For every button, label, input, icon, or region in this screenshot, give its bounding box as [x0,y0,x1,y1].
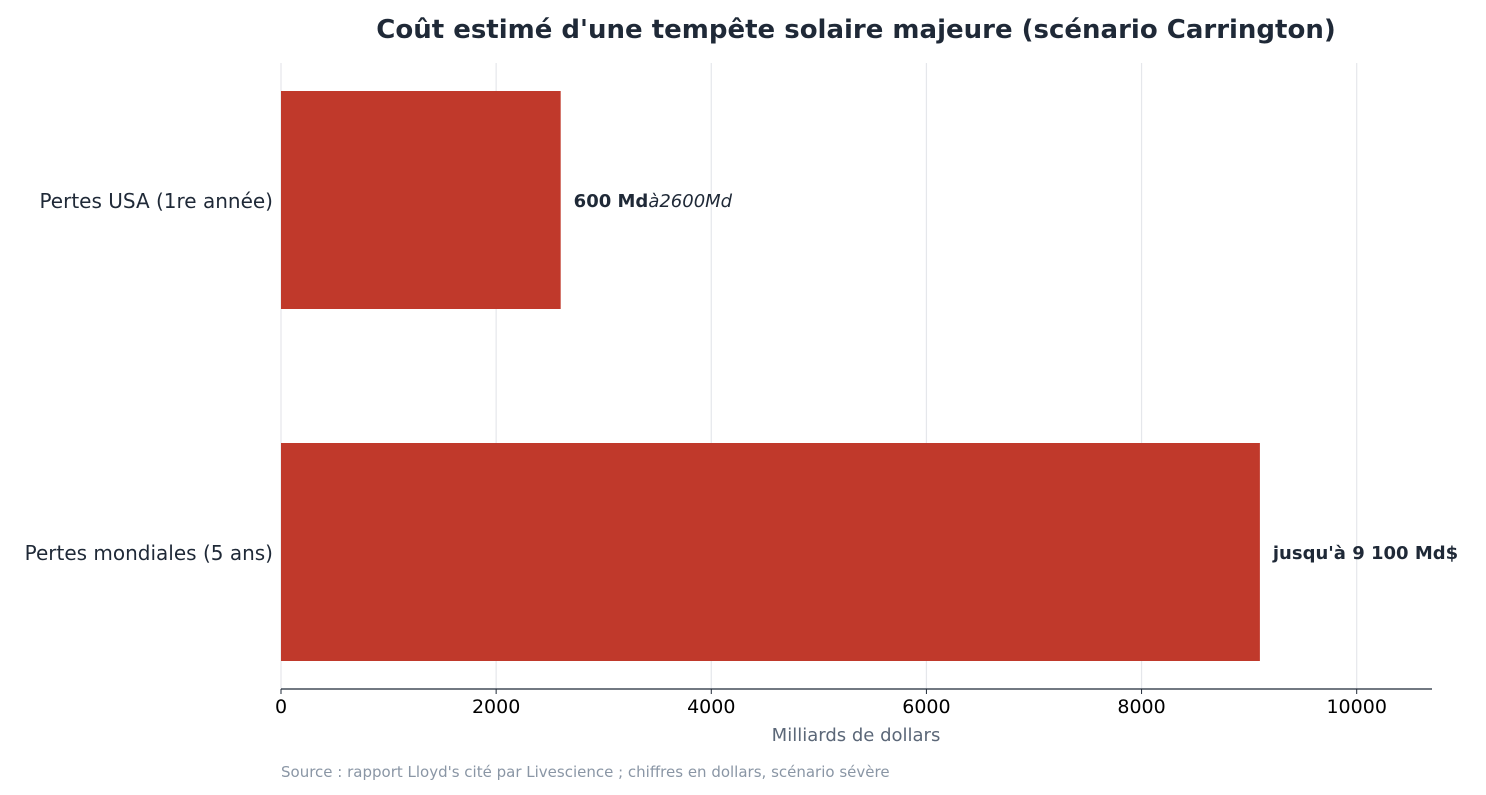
tick-label-2000: 2000 [472,696,520,718]
tick-label-4000: 4000 [687,696,735,718]
tick-label-10000: 10000 [1326,696,1386,718]
value-label-2: jusqu'à 9 100 Md$ [1272,543,1458,564]
category-labels: Pertes USA (1re année) Pertes mondiales (… [25,189,273,565]
category-label-2: Pertes mondiales (5 ans) [25,541,273,565]
bar-2 [281,443,1260,661]
bar-1 [281,91,561,309]
tick-label-6000: 6000 [902,696,950,718]
x-axis-ticks: 0 2000 4000 6000 8000 10000 [275,689,1387,718]
value-label-1: 600 Mdà2600Md [574,191,733,212]
bars [281,91,1260,661]
value-labels: 600 Mdà2600Md jusqu'à 9 100 Md$ [574,191,1458,564]
tick-label-0: 0 [275,696,287,718]
tick-label-8000: 8000 [1117,696,1165,718]
source-note: Source : rapport Lloyd's cité par Livesc… [281,763,890,781]
x-axis-label: Milliards de dollars [772,725,941,746]
category-label-1: Pertes USA (1re année) [39,189,273,213]
chart-title: Coût estimé d'une tempête solaire majeur… [376,15,1335,45]
